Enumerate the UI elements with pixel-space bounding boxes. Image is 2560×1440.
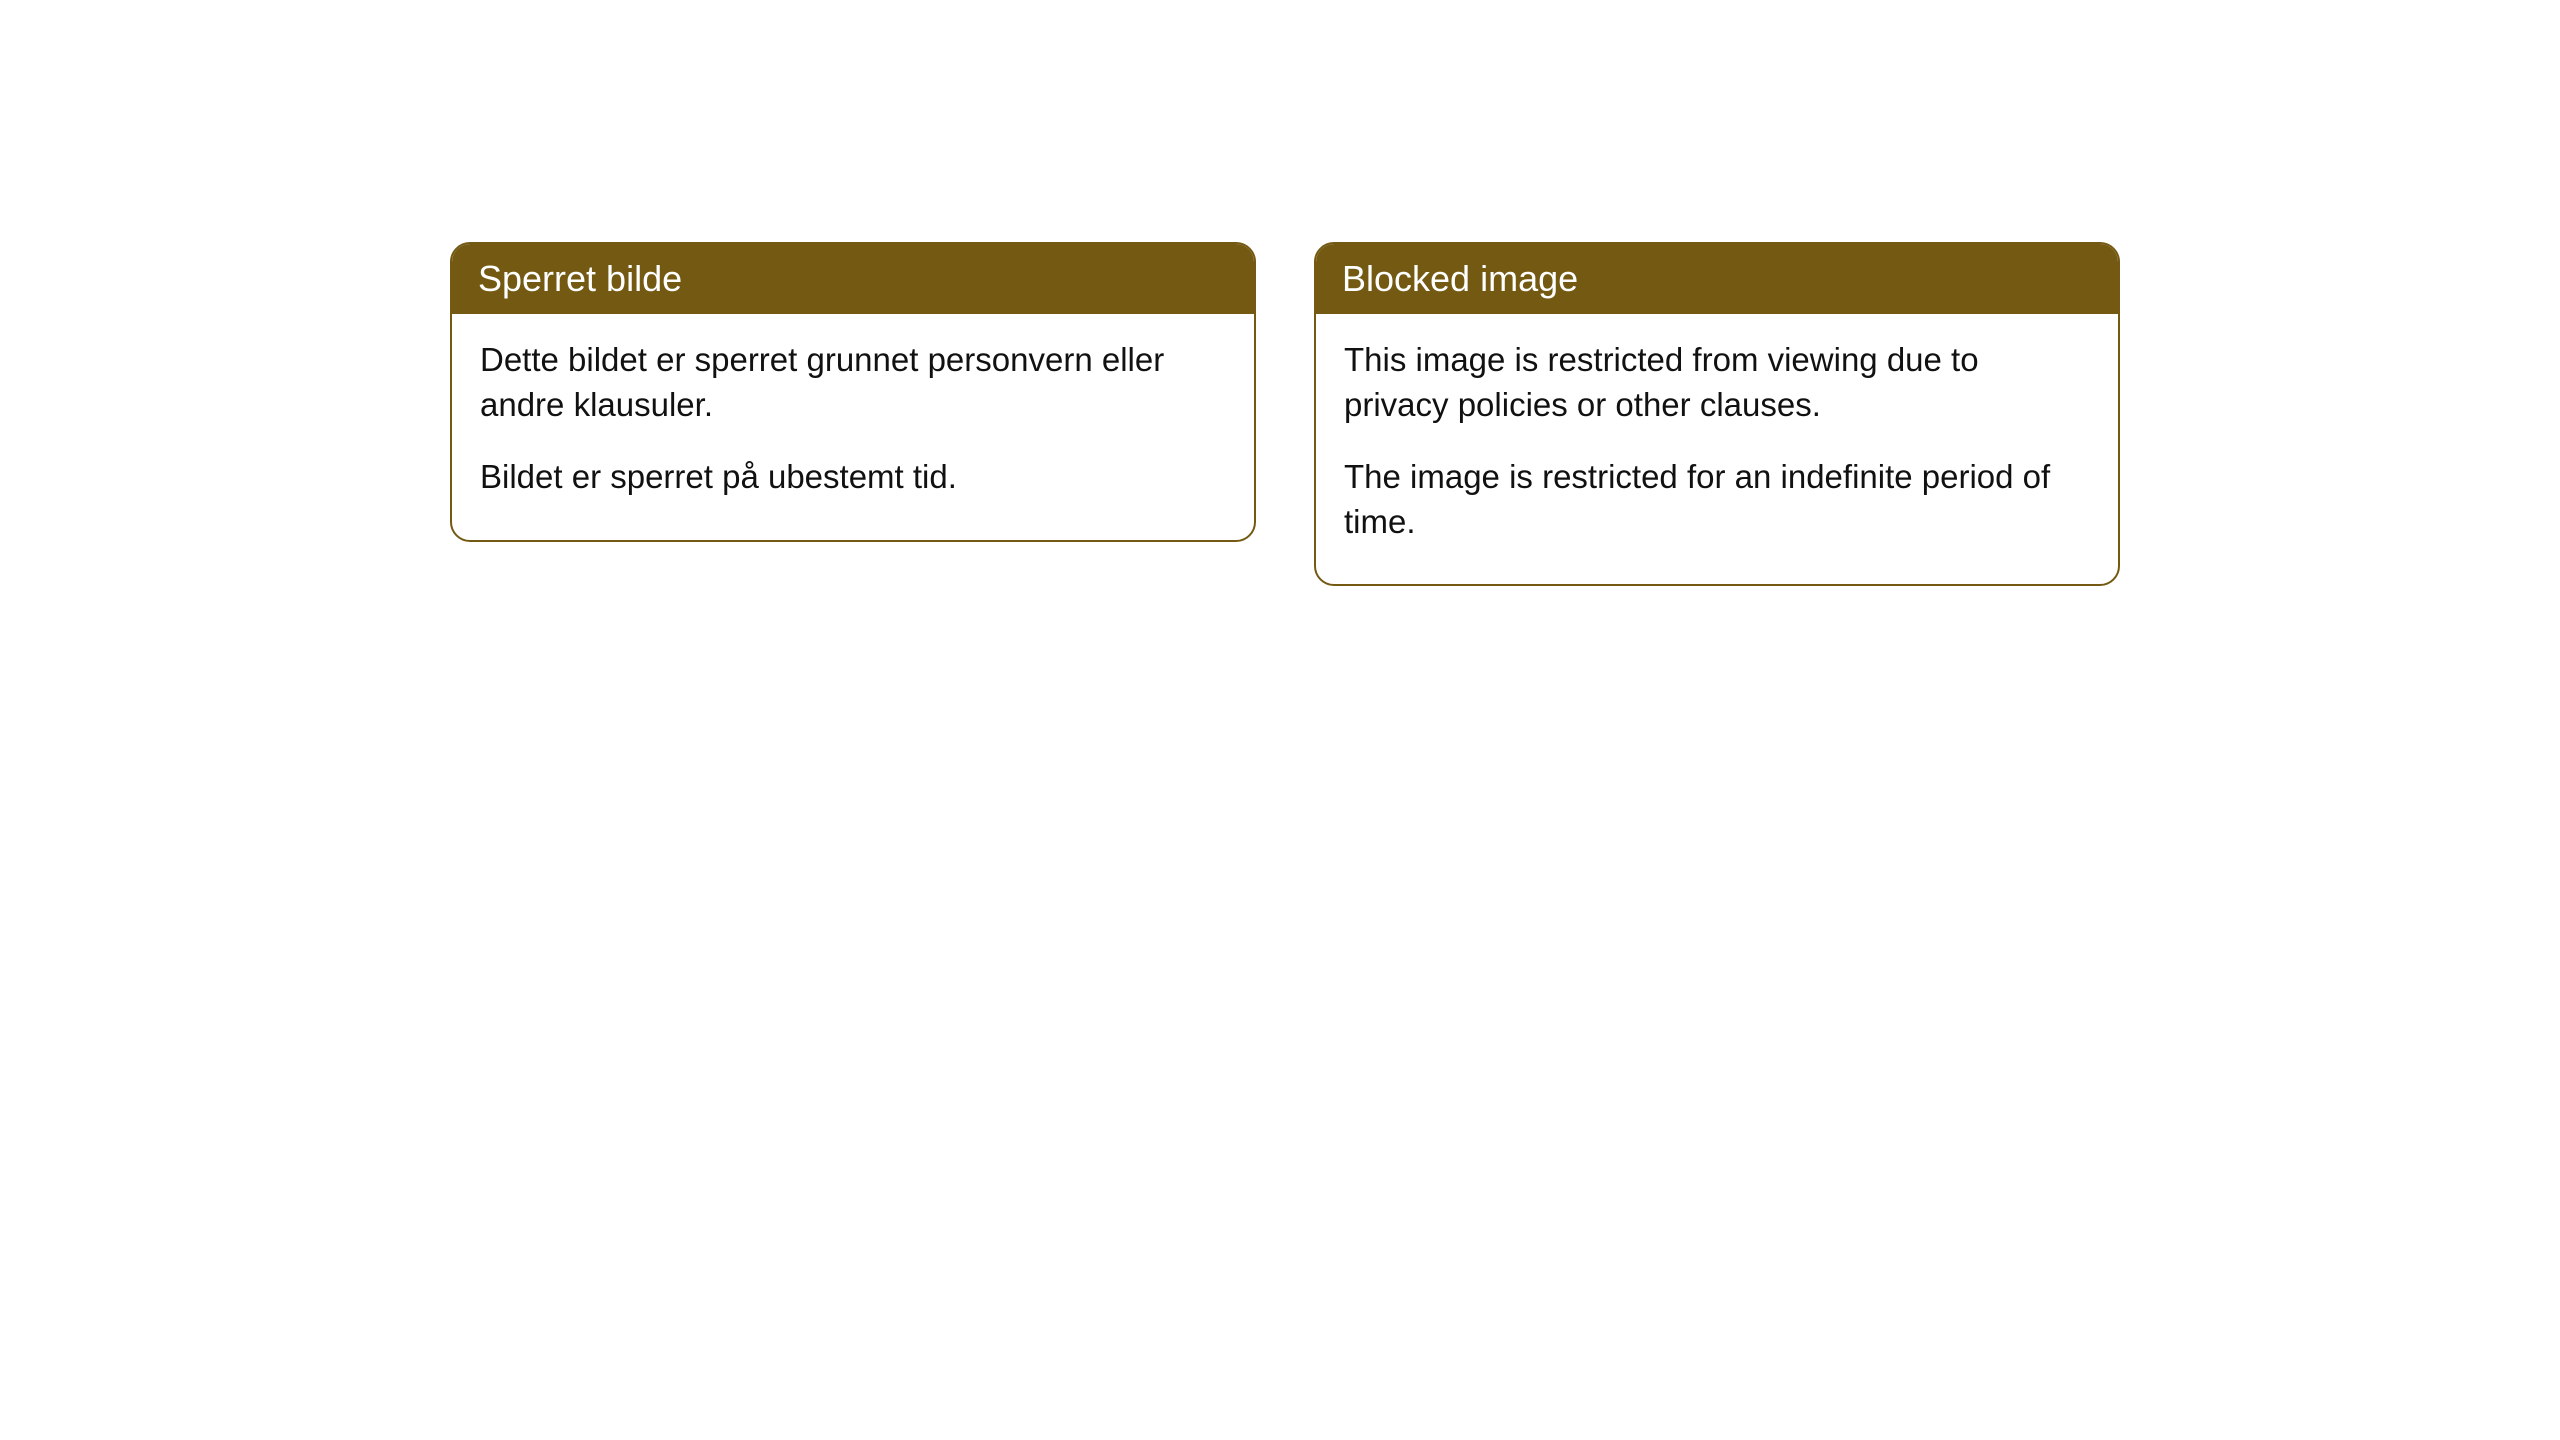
card-body-en: This image is restricted from viewing du… — [1316, 314, 2118, 584]
blocked-image-card-no: Sperret bilde Dette bildet er sperret gr… — [450, 242, 1256, 542]
card-paragraph-no-2: Bildet er sperret på ubestemt tid. — [480, 455, 1226, 500]
card-paragraph-en-2: The image is restricted for an indefinit… — [1344, 455, 2090, 544]
card-paragraph-no-1: Dette bildet er sperret grunnet personve… — [480, 338, 1226, 427]
card-title-no: Sperret bilde — [478, 258, 682, 299]
blocked-image-card-en: Blocked image This image is restricted f… — [1314, 242, 2120, 586]
card-header-en: Blocked image — [1316, 244, 2118, 314]
card-header-no: Sperret bilde — [452, 244, 1254, 314]
card-title-en: Blocked image — [1342, 258, 1578, 299]
card-paragraph-en-1: This image is restricted from viewing du… — [1344, 338, 2090, 427]
card-body-no: Dette bildet er sperret grunnet personve… — [452, 314, 1254, 540]
